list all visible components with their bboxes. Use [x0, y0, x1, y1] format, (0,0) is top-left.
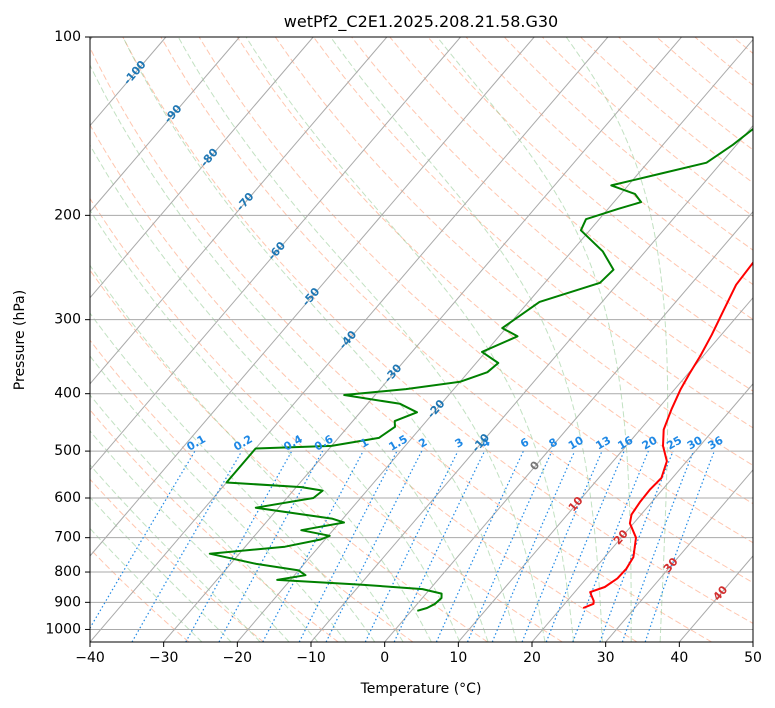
isotherm-line [163, 37, 682, 642]
dry-adiabat [427, 37, 753, 321]
x-tick-label: −10 [296, 650, 326, 666]
mixing-ratio-line [545, 450, 625, 642]
isotherm-line [90, 37, 240, 213]
mixing-ratio-line [466, 450, 553, 642]
dry-adiabat [90, 197, 563, 642]
dry-adiabat [313, 37, 753, 429]
mixing-ratio-line [644, 450, 715, 642]
moist-adiabat [90, 355, 347, 642]
y-tick-label: 200 [54, 207, 81, 223]
y-tick-label: 500 [54, 443, 81, 459]
moist-adiabat [90, 209, 432, 642]
x-tick-label: 10 [449, 650, 467, 666]
chart-title: wetPf2_C2E1.2025.208.21.58.G30 [284, 12, 558, 32]
y-tick-label: 400 [54, 386, 81, 402]
isotherm-line [605, 469, 753, 642]
dry-adiabat [90, 478, 264, 642]
mixing-ratio-line [325, 450, 423, 642]
mixing-ratio-line [262, 450, 364, 642]
x-tick-label: 0 [380, 650, 389, 666]
dry-adiabat [236, 37, 753, 505]
isotherm-line [752, 641, 753, 642]
isotherm-line [457, 296, 753, 642]
isotherm-line [236, 38, 753, 642]
moist-adiabat [90, 394, 319, 642]
y-tick-label: 900 [54, 594, 81, 610]
moist-adiabat [90, 496, 232, 642]
mixing-ratio-line [491, 450, 576, 642]
y-tick-label: 100 [54, 29, 81, 45]
y-tick-label: 300 [54, 312, 81, 328]
moist-adiabat [122, 37, 517, 642]
dry-adiabat [90, 46, 712, 642]
y-tick-label: 700 [54, 530, 81, 546]
x-axis-title: Temperature (°C) [360, 681, 482, 697]
isotherm-line [90, 37, 535, 557]
isotherm-line [90, 37, 388, 385]
moist-adiabat [90, 527, 203, 642]
dry-adiabat [90, 409, 339, 642]
mixing-ratio-line [521, 450, 603, 642]
y-tick-label: 600 [54, 490, 81, 506]
y-tick-label: 800 [54, 564, 81, 580]
x-tick-label: −40 [75, 650, 105, 666]
moist-adiabat [90, 464, 261, 642]
x-tick-label: 40 [670, 650, 688, 666]
sounding-series [208, 127, 753, 612]
dry-adiabat [198, 37, 753, 544]
moist-adiabat [245, 37, 575, 642]
y-axis-ticks: 100 200 300 400 500 600 700 800 900 1000 [45, 29, 90, 637]
dry-adiabat [351, 37, 753, 392]
x-tick-label: 20 [523, 650, 541, 666]
moist-adiabat [90, 264, 404, 642]
dewpoint-profile-line [208, 127, 753, 612]
isotherm-line [531, 383, 753, 642]
isotherm-line [90, 37, 609, 642]
mixing-ratio-line [599, 450, 674, 642]
isotherm-line [90, 37, 461, 471]
mixing-ratio-line [572, 450, 649, 642]
moist-adiabat [90, 430, 290, 642]
dry-adiabat [122, 37, 753, 624]
dry-adiabat [771, 37, 775, 642]
plot-frame [89, 36, 754, 643]
x-axis-ticks: −40 −30 −20 −10 0 10 20 30 40 50 [75, 642, 762, 666]
moist-adiabat [565, 37, 669, 642]
y-tick-label: 1000 [45, 621, 81, 637]
isotherm-line [90, 37, 314, 299]
moist-adiabat [330, 37, 603, 642]
mixing-ratio-line [185, 450, 293, 642]
plot-area-background [90, 37, 753, 642]
isotherm-line [384, 210, 753, 642]
x-tick-label: −20 [223, 650, 253, 666]
mixing-ratio-line [621, 450, 695, 642]
temperature-profile-line [582, 261, 753, 609]
moist-adiabat [90, 64, 489, 642]
y-axis-title: Pressure (hPa) [12, 290, 28, 390]
x-tick-label: 50 [744, 650, 762, 666]
x-tick-label: 30 [597, 650, 615, 666]
x-tick-label: −30 [149, 650, 179, 666]
moist-adiabat [436, 37, 632, 642]
